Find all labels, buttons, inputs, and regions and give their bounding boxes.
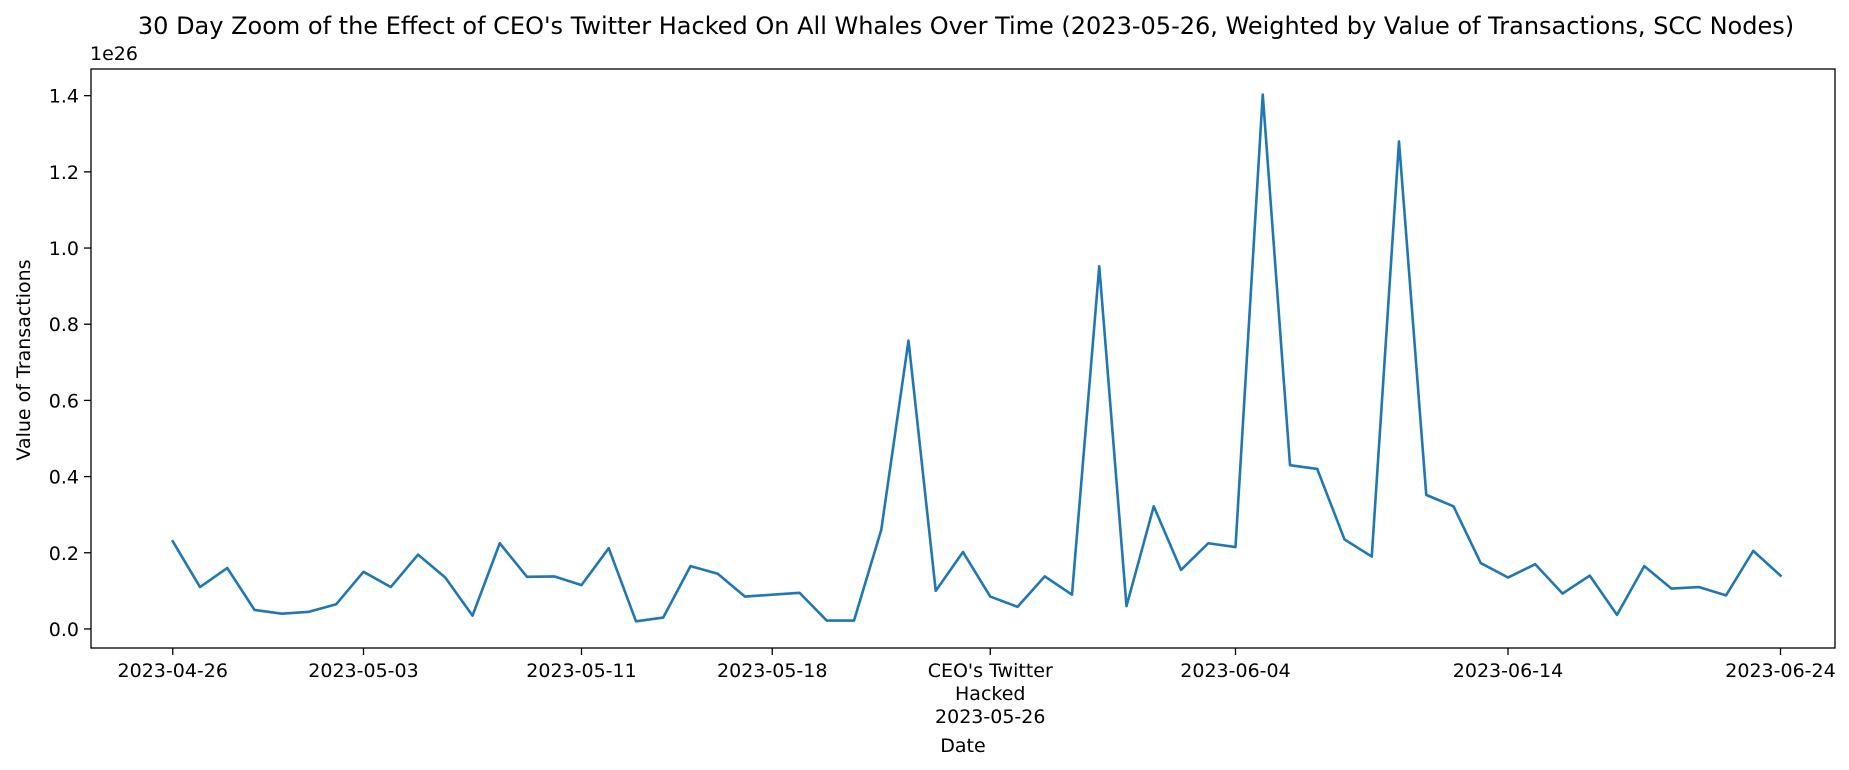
x-tick-label: 2023-06-24 (1725, 660, 1835, 682)
y-axis-label: Value of Transactions (13, 259, 35, 460)
y-tick-label: 1.4 (49, 86, 79, 108)
plot-frame (90, 68, 1836, 649)
y-tick-label: 0.8 (49, 314, 79, 336)
chart-title: 30 Day Zoom of the Effect of CEO's Twitt… (138, 12, 1794, 40)
y-axis-offset-label: 1e26 (90, 43, 138, 65)
y-tick-label: 0.2 (49, 543, 79, 565)
x-tick-label: 2023-06-04 (1180, 660, 1290, 682)
x-tick-label: 2023-06-14 (1453, 660, 1563, 682)
x-tick-label: 2023-05-18 (717, 660, 827, 682)
x-axis-label: Date (940, 735, 985, 757)
y-tick-label: 0.6 (49, 390, 79, 412)
y-tick-label: 1.2 (49, 162, 79, 184)
y-tick-label: 0.0 (49, 619, 79, 641)
x-tick-label: 2023-05-03 (308, 660, 418, 682)
x-tick-label: CEO's Twitter Hacked 2023-05-26 (928, 660, 1053, 728)
series-layer (170, 93, 1783, 623)
y-tick-label: 0.4 (49, 467, 79, 489)
series-line-0 (170, 93, 1783, 623)
plot-area (90, 68, 1836, 649)
x-tick-label: 2023-05-11 (526, 660, 636, 682)
x-axis: 2023-04-26 2023-05-03 2023-05-11 2023-05-18… (118, 648, 1836, 728)
x-tick-label: 2023-04-26 (118, 660, 228, 682)
y-tick-label: 1.0 (49, 238, 79, 260)
y-axis: 0.0 0.2 0.4 0.6 0.8 1.0 1.2 1.4 (49, 86, 91, 641)
